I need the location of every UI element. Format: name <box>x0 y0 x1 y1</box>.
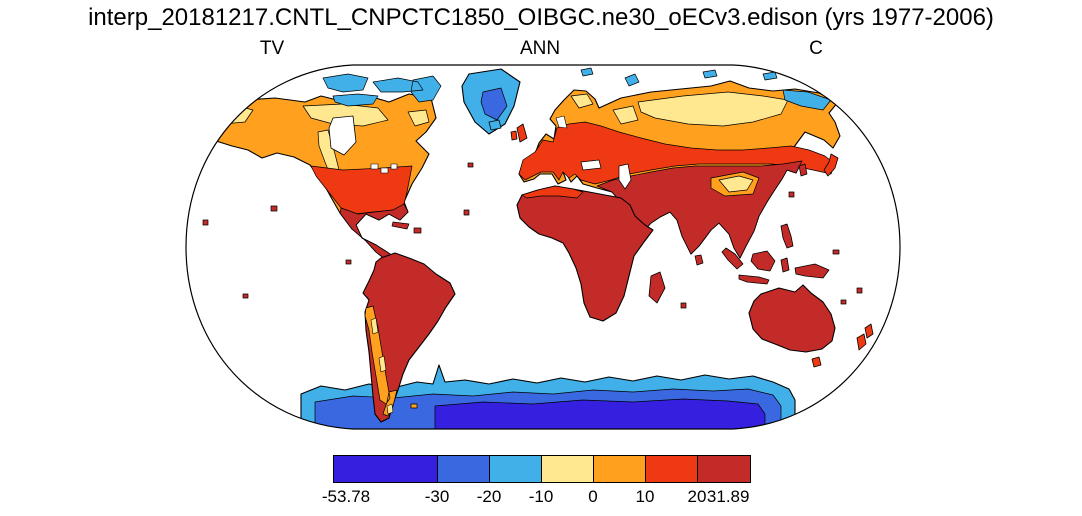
units-label: C <box>809 38 823 59</box>
colorbar-tick-label: 10 <box>635 487 655 506</box>
world-map-svg <box>185 64 901 430</box>
colorbar-tick-label: -30 <box>424 487 450 506</box>
colorbar-cell-3 <box>542 456 594 482</box>
colorbar-tick-label: -20 <box>476 487 502 506</box>
british-isles <box>510 123 528 143</box>
tasmania <box>811 356 822 368</box>
map-outline-stroke <box>185 64 901 430</box>
siberia-yellow-band <box>570 91 789 127</box>
tibet-yellow-core <box>718 175 754 193</box>
colorbar-cell-0 <box>334 456 438 482</box>
ne-siberia-lightblue <box>580 67 832 111</box>
colorbar-tick-label: 20 <box>687 487 707 506</box>
scattered-islands-darkred <box>202 162 863 309</box>
colorbar-cell-5 <box>646 456 698 482</box>
page-title: interp_20181217.CNTL_CNPCTC1850_OIBGC.ne… <box>88 4 994 31</box>
colorbar <box>333 455 751 483</box>
africa-landmass <box>516 185 654 322</box>
colorbar-cell-2 <box>490 456 542 482</box>
antarctica-core <box>434 398 766 429</box>
colorbar-cell-1 <box>438 456 490 482</box>
new-guinea <box>794 263 830 279</box>
japan <box>823 153 839 177</box>
baltic-sea <box>555 115 568 129</box>
northwest-africa-red-strip <box>521 185 584 199</box>
great-lakes <box>370 163 398 174</box>
canadian-arctic-islands <box>322 73 442 107</box>
mexico-darkred-band <box>339 203 409 260</box>
colorbar-tick-label: 0 <box>588 487 598 506</box>
australia-landmass <box>748 284 836 353</box>
hudson-bay <box>328 115 357 156</box>
colorbar-cell-4 <box>594 456 646 482</box>
colorbar-tick-label: -53.78 <box>321 487 371 506</box>
colorbar-labels: -53.78 -30 -20 -10 0 10 20 31.89 <box>322 487 750 509</box>
north-america-yellow-band <box>212 103 430 183</box>
colorbar-tick-label: -10 <box>528 487 554 506</box>
andes-yellow-specks <box>370 317 394 415</box>
variable-label: TV <box>259 38 285 59</box>
iceland <box>488 119 502 131</box>
colorbar-tick-label: 31.89 <box>706 487 750 506</box>
caspian-sea <box>618 163 632 190</box>
black-sea <box>580 159 602 171</box>
colorbar-cell-6 <box>698 456 750 482</box>
scattered-islands-orange <box>410 403 418 409</box>
new-zealand <box>856 323 874 351</box>
world-map <box>183 62 903 432</box>
indonesia-philippines <box>721 223 794 285</box>
korea <box>798 163 808 177</box>
madagascar <box>648 271 666 304</box>
season-label: ANN <box>519 38 561 59</box>
